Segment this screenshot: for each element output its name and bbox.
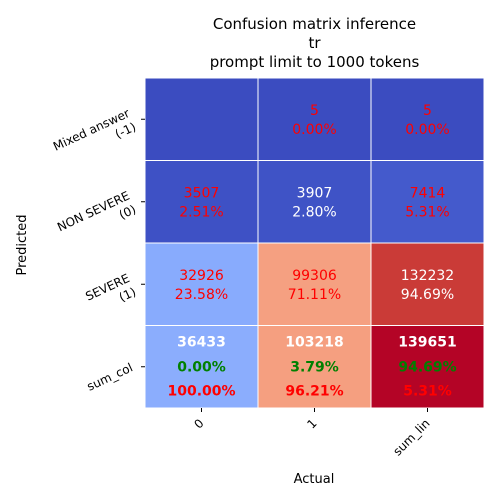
heatmap-cell-r3-c0 [144,325,259,409]
heatmap-cell-r1-c0 [144,160,259,244]
cell-pct-label: 2.51% [179,205,223,221]
heatmap-cell-r3-c2 [370,325,485,409]
y-tick-label: sum_col [85,360,135,393]
heatmap-cells [144,77,485,409]
sum-count-label: 36433 [177,335,226,351]
y-tick-label-line: sum_col [85,360,135,393]
sum-pct-red-label: 100.00% [167,384,235,400]
y-axis: Mixed answer(-1) NON SEVERE(0) SEVERE(1) su… [51,106,145,394]
cell-pct-label: 5.31% [405,205,449,221]
x-axis: 0 1 sum_lin [191,408,433,459]
cell-count-label: 7414 [410,186,446,202]
heatmap-cell-r1-c2 [370,160,485,244]
x-tick-label: 0 [191,416,206,431]
x-tick-label: sum_lin [390,416,432,458]
cell-pct-label: 71.11% [288,287,341,303]
cell-count-label: 32926 [179,268,224,284]
cell-pct-label: 94.69% [401,287,454,303]
heatmap-cell-r2-c0 [144,242,259,326]
heatmap-cell-r0-c0 [144,77,259,161]
cell-count-label: 99306 [292,268,337,284]
heatmap-cell-r1-c1 [257,160,372,244]
x-axis-label: Actual [294,472,335,487]
cell-count-label: 3907 [297,186,333,202]
chart-title-line-1: tr [308,34,321,52]
sum-pct-green-label: 0.00% [177,360,226,376]
cell-pct-label: 0.00% [292,122,336,138]
chart-title-line-2: prompt limit to 1000 tokens [210,53,420,71]
sum-pct-green-label: 3.79% [290,360,339,376]
x-tick-label: 1 [304,416,319,431]
sum-count-label: 139651 [398,335,456,351]
y-axis-label: Predicted [15,214,30,275]
sum-pct-red-label: 5.31% [403,384,452,400]
y-tick-label: NON SEVERE(0) [55,189,138,248]
cell-pct-label: 2.80% [292,205,336,221]
heatmap-cell-r0-c2 [370,77,485,161]
heatmap-cell-r2-c1 [257,242,372,326]
cell-count-label: 132232 [401,268,454,284]
y-tick-label: SEVERE(1) [83,271,138,317]
heatmap-cell-labels: 5 0.00% 5 0.00% 3507 2.51% 3907 2.80% 7414 5.31% 3… [167,103,456,400]
sum-pct-red-label: 96.21% [285,384,343,400]
cell-count-label: 5 [310,103,319,119]
cell-count-label: 5 [423,103,432,119]
heatmap-cell-r0-c1 [257,77,372,161]
y-tick-label-line: (0) [117,202,138,222]
y-tick-label-line: (1) [117,285,138,305]
heatmap-cell-r2-c2 [370,242,485,326]
sum-pct-green-label: 94.69% [398,360,456,376]
cell-count-label: 3507 [184,186,220,202]
cell-pct-label: 23.58% [175,287,228,303]
sum-count-label: 103218 [285,335,343,351]
chart-title-line-0: Confusion matrix inference [213,15,416,33]
cell-pct-label: 0.00% [405,122,449,138]
y-tick-label: Mixed answer(-1) [51,106,138,167]
